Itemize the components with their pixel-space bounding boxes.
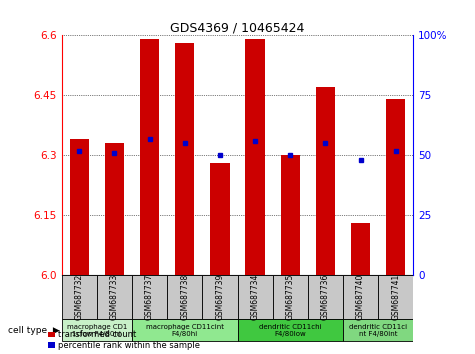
Bar — [132, 275, 167, 319]
Bar — [246, 39, 265, 275]
Bar — [167, 275, 202, 319]
Text: cell type  ▶: cell type ▶ — [8, 326, 60, 335]
Text: GSM687734: GSM687734 — [251, 274, 259, 320]
Text: GSM687737: GSM687737 — [145, 274, 154, 320]
Text: GSM687736: GSM687736 — [321, 274, 330, 320]
Bar — [202, 275, 238, 319]
Bar — [386, 99, 405, 275]
Text: GSM687735: GSM687735 — [286, 274, 294, 320]
Text: GSM687733: GSM687733 — [110, 274, 119, 320]
Text: GSM687732: GSM687732 — [75, 274, 84, 320]
Bar — [378, 275, 413, 319]
Bar — [238, 319, 343, 342]
Legend: transformed count, percentile rank within the sample: transformed count, percentile rank withi… — [48, 330, 200, 350]
Bar — [238, 275, 273, 319]
Bar — [62, 319, 132, 342]
Text: macrophage CD1
1clow F4/80hi: macrophage CD1 1clow F4/80hi — [66, 324, 127, 337]
Bar — [281, 155, 300, 275]
Title: GDS4369 / 10465424: GDS4369 / 10465424 — [171, 21, 304, 34]
Bar — [210, 164, 229, 275]
Bar — [132, 319, 238, 342]
Text: GSM687740: GSM687740 — [356, 274, 365, 320]
Bar — [343, 275, 378, 319]
Text: GSM687738: GSM687738 — [180, 274, 189, 320]
Text: dendritic CD11ci
nt F4/80int: dendritic CD11ci nt F4/80int — [349, 324, 407, 337]
Bar — [273, 275, 308, 319]
Text: dendritic CD11chi
F4/80low: dendritic CD11chi F4/80low — [259, 324, 322, 337]
Bar — [343, 319, 413, 342]
Bar — [308, 275, 343, 319]
Bar — [140, 39, 159, 275]
Bar — [105, 143, 124, 275]
Text: macrophage CD11cint
F4/80hi: macrophage CD11cint F4/80hi — [146, 324, 224, 337]
Bar — [62, 275, 97, 319]
Text: GSM687739: GSM687739 — [216, 274, 224, 320]
Bar — [351, 223, 370, 275]
Bar — [97, 275, 132, 319]
Bar — [70, 139, 89, 275]
Text: GSM687741: GSM687741 — [391, 274, 400, 320]
Bar — [175, 44, 194, 275]
Bar — [316, 87, 335, 275]
